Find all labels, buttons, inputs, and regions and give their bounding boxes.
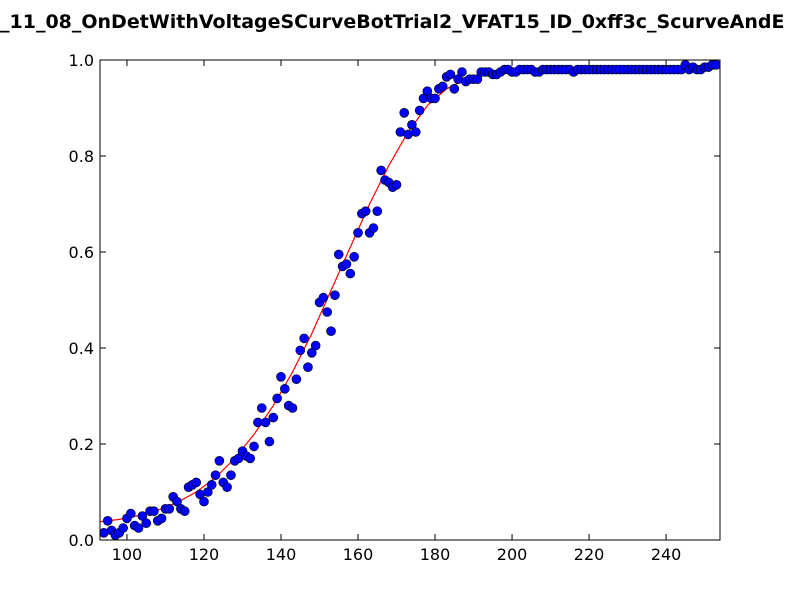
data-point [341,259,352,269]
data-point [210,470,221,481]
y-tick-label: 0.8 [69,147,94,166]
data-point [291,374,302,385]
data-point [133,523,144,533]
data-point [199,496,209,507]
data-point [245,453,255,464]
data-point [164,503,175,514]
plot-frame [99,59,721,541]
data-point [349,251,359,262]
y-tick-label: 0.2 [69,435,94,454]
y-tick-label: 0.0 [69,531,94,550]
data-point [310,340,321,351]
plot-area: 100 120 140 160 180 200 220 240 0.0 0.2 0.4 0.6 0.8… [69,51,721,564]
data-point [276,371,286,382]
data-point [437,81,448,92]
data-point [295,345,306,356]
data-point [287,403,298,413]
x-tick-label: 200 [497,545,528,564]
x-tick-label: 140 [266,545,297,564]
data-point [326,326,336,337]
data-point [410,127,421,137]
data-point [333,249,344,260]
data-point [280,383,290,394]
data-point [214,455,225,466]
data-point [118,523,128,533]
data-point [149,506,159,517]
data-point [376,165,386,176]
data-point [711,60,720,70]
data-point [322,307,333,317]
data-point [368,223,379,233]
data-point [353,228,363,238]
chart-title: _11_08_OnDetWithVoltageSCurveBotTrial2_V… [0,11,784,33]
x-tick-label: 120 [189,545,220,564]
data-point [191,477,202,488]
x-tick-label: 240 [651,545,682,564]
data-point [345,268,356,279]
data-point [399,108,410,118]
data-point [179,506,190,517]
x-tick-label: 100 [112,545,143,564]
data-point [226,470,236,481]
points-layer [100,60,720,540]
data-point [299,333,309,344]
data-point [156,513,167,524]
plot-background [100,60,720,540]
data-point [249,441,259,452]
data-point [449,84,460,94]
data-point [372,206,383,216]
x-axis: 100 120 140 160 180 200 220 240 [112,60,682,564]
y-tick-label: 0.6 [69,243,94,262]
data-point [360,206,371,216]
x-tick-label: 180 [420,545,451,564]
x-tick-label: 160 [343,545,374,564]
x-tick-label: 220 [574,545,605,564]
data-point [303,362,313,373]
data-point [268,412,279,423]
data-point [260,417,271,428]
data-point [206,479,217,490]
data-point [264,436,275,447]
y-axis: 0.0 0.2 0.4 0.6 0.8 1.0 [69,51,720,550]
data-point [222,482,232,493]
data-point [126,508,136,519]
data-point [102,515,113,526]
data-point [141,518,152,529]
data-point [414,105,425,116]
data-point [457,67,467,77]
data-point [318,292,329,303]
y-tick-label: 0.4 [69,339,94,358]
data-point [430,93,440,104]
data-point [391,180,402,190]
data-point [256,403,267,413]
y-tick-label: 1.0 [69,51,94,70]
data-point [330,290,340,301]
data-point [445,69,456,80]
data-point [272,393,282,404]
